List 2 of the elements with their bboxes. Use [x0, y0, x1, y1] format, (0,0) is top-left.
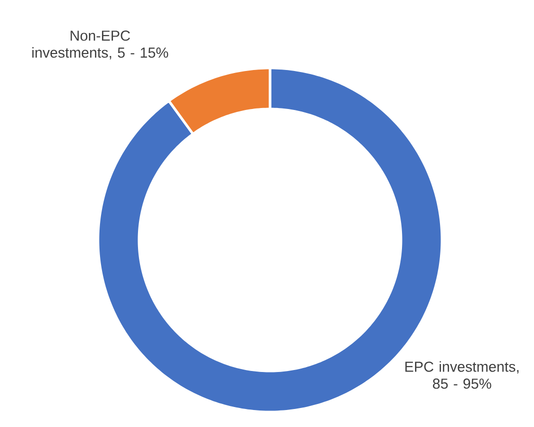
slice-label: EPC investments, 85 - 95%	[405, 361, 518, 389]
slice-label: Non-EPC investments, 5 - 15%	[32, 30, 168, 60]
